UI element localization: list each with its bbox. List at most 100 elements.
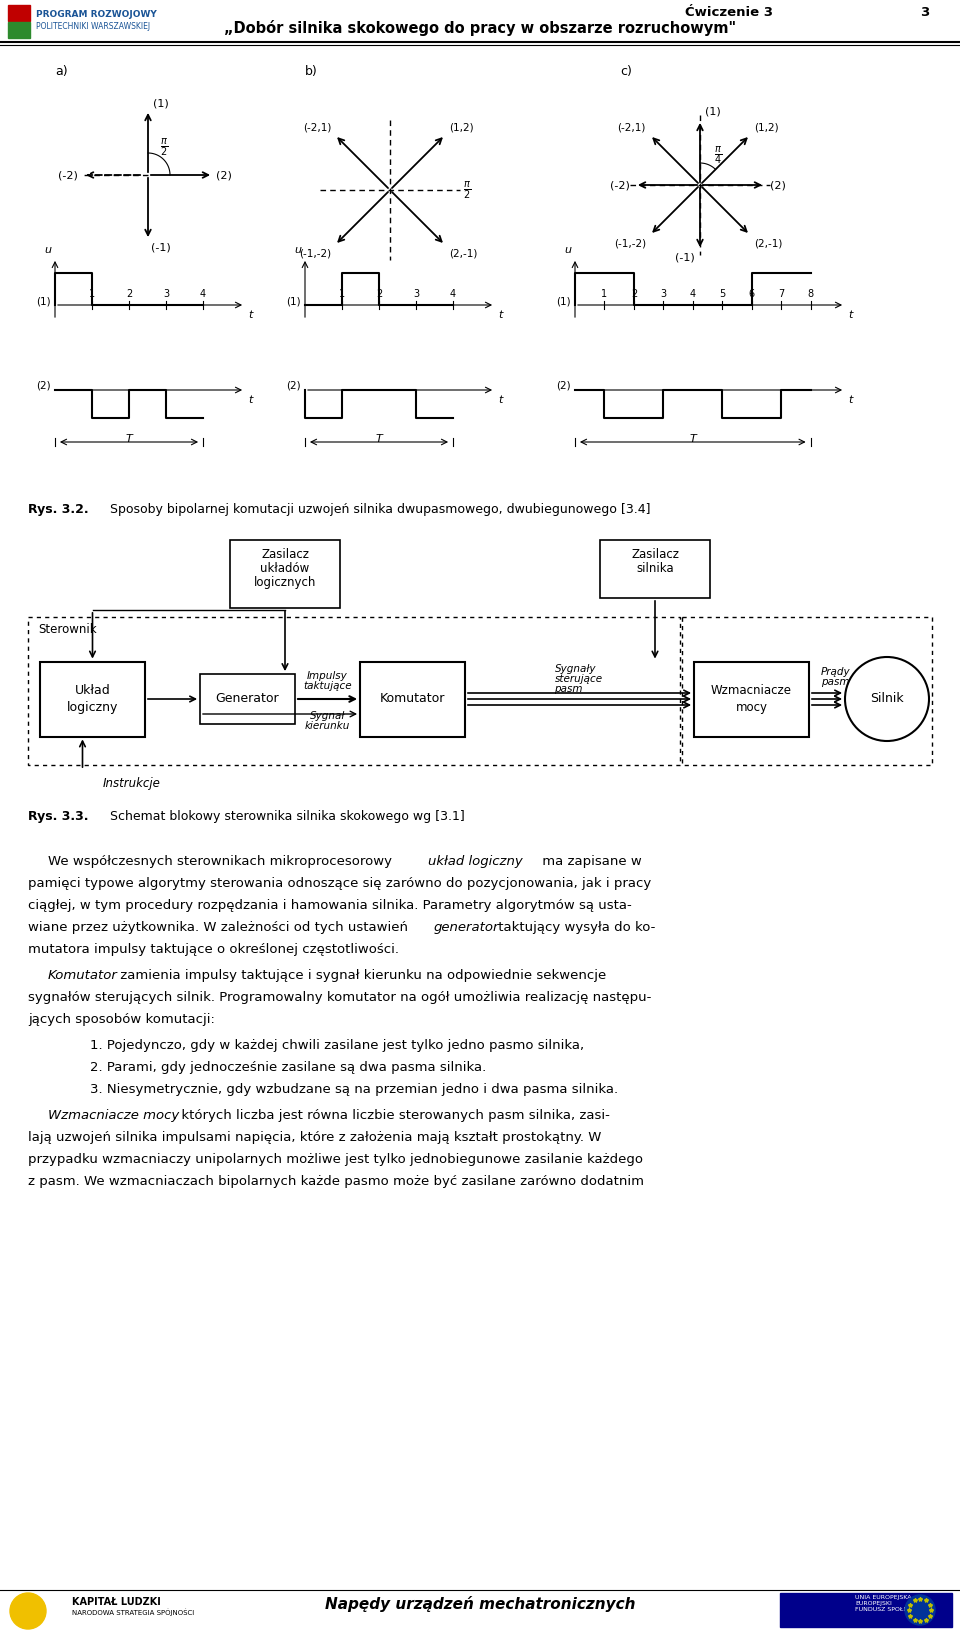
Text: 6: 6	[749, 289, 755, 298]
Text: t: t	[498, 394, 502, 404]
Text: taktujący wysyła do ko-: taktujący wysyła do ko-	[494, 921, 656, 934]
Text: $\frac{\pi}{2}$: $\frac{\pi}{2}$	[463, 179, 471, 200]
Text: (-1,-2): (-1,-2)	[299, 248, 331, 258]
Bar	[200, 673, 295, 724]
Text: Instrukcje: Instrukcje	[103, 778, 160, 791]
Text: Ćwiczenie 3: Ćwiczenie 3	[685, 7, 773, 20]
Text: PROGRAM ROZWOJOWY: PROGRAM ROZWOJOWY	[36, 10, 156, 20]
Text: u: u	[294, 244, 301, 254]
Bar	[230, 540, 340, 608]
Text: (-2): (-2)	[611, 181, 630, 191]
Text: kierunku: kierunku	[305, 720, 350, 730]
Text: 3: 3	[413, 289, 420, 298]
Bar	[360, 662, 465, 737]
Text: Zasilacz: Zasilacz	[631, 548, 679, 561]
Circle shape	[845, 657, 929, 742]
Text: (2): (2)	[770, 181, 786, 191]
Text: Sygnały: Sygnały	[555, 663, 596, 673]
Text: Prądy: Prądy	[821, 667, 851, 676]
Text: (2): (2)	[36, 381, 51, 391]
Text: T: T	[126, 434, 132, 443]
Text: t: t	[248, 394, 252, 404]
Text: Sygnał: Sygnał	[310, 711, 346, 720]
Text: pasm: pasm	[821, 676, 850, 686]
Text: u: u	[44, 244, 51, 254]
Text: 5: 5	[719, 289, 726, 298]
Text: Wzmacniacze: Wzmacniacze	[711, 685, 792, 698]
Text: 3. Niesymetrycznie, gdy wzbudzane są na przemian jedno i dwa pasma silnika.: 3. Niesymetrycznie, gdy wzbudzane są na …	[90, 1082, 618, 1095]
Text: Sterownik: Sterownik	[38, 623, 97, 636]
Text: $\frac{\pi}{2}$: $\frac{\pi}{2}$	[160, 137, 168, 158]
Text: generator: generator	[434, 921, 499, 934]
Text: mutatora impulsy taktujące o określonej częstotliwości.: mutatora impulsy taktujące o określonej …	[28, 944, 399, 957]
Text: Impulsy: Impulsy	[307, 672, 348, 681]
Text: (1): (1)	[36, 297, 51, 306]
Text: Zasilacz: Zasilacz	[261, 548, 309, 561]
Text: (1): (1)	[557, 297, 571, 306]
Text: Silnik: Silnik	[870, 693, 903, 706]
Text: , których liczba jest równa liczbie sterowanych pasm silnika, zasi-: , których liczba jest równa liczbie ster…	[173, 1108, 610, 1121]
Bar	[682, 618, 932, 764]
Text: 1. Pojedynczo, gdy w każdej chwili zasilane jest tylko jedno pasmo silnika,: 1. Pojedynczo, gdy w każdej chwili zasil…	[90, 1038, 584, 1051]
Text: 2. Parami, gdy jednocześnie zasilane są dwa pasma silnika.: 2. Parami, gdy jednocześnie zasilane są …	[90, 1061, 487, 1074]
Text: przypadku wzmacniaczy unipolarnych możliwe jest tylko jednobiegunowe zasilanie k: przypadku wzmacniaczy unipolarnych możli…	[28, 1152, 643, 1165]
Text: 4: 4	[450, 289, 456, 298]
Text: układ logiczny: układ logiczny	[428, 856, 523, 869]
Text: układów: układów	[260, 562, 310, 575]
Text: Schemat blokowy sterownika silnika skokowego wg [3.1]: Schemat blokowy sterownika silnika skoko…	[110, 810, 465, 823]
Text: pasm: pasm	[555, 685, 583, 694]
Text: (1): (1)	[153, 98, 169, 108]
Text: 1: 1	[601, 289, 608, 298]
Circle shape	[10, 1593, 46, 1628]
Text: (1): (1)	[286, 297, 301, 306]
Text: (-2,1): (-2,1)	[617, 122, 646, 132]
Text: (1,2): (1,2)	[754, 122, 779, 132]
Text: (-2,1): (-2,1)	[302, 122, 331, 132]
Bar	[8, 1593, 68, 1627]
Text: jących sposobów komutacji:: jących sposobów komutacji:	[28, 1012, 215, 1025]
Text: 3: 3	[660, 289, 666, 298]
Text: t: t	[848, 394, 852, 404]
Text: 3: 3	[163, 289, 169, 298]
Text: (2,-1): (2,-1)	[449, 248, 477, 258]
Text: taktujące: taktujące	[303, 681, 351, 691]
Bar	[28, 618, 680, 764]
Text: silnika: silnika	[636, 562, 674, 575]
Text: T: T	[375, 434, 382, 443]
Text: $\frac{\pi}{4}$: $\frac{\pi}{4}$	[714, 143, 722, 166]
Text: t: t	[848, 310, 852, 319]
Text: 3: 3	[920, 7, 929, 20]
Text: t: t	[498, 310, 502, 319]
Text: We współczesnych sterownikach mikroprocesorowy: We współczesnych sterownikach mikroproce…	[48, 856, 396, 869]
Text: Układ: Układ	[75, 685, 110, 698]
Text: (-1,-2): (-1,-2)	[613, 238, 646, 248]
Text: Komutator: Komutator	[380, 693, 445, 706]
Text: 1: 1	[89, 289, 95, 298]
Text: 2: 2	[126, 289, 132, 298]
Text: b): b)	[305, 65, 318, 78]
Text: a): a)	[55, 65, 67, 78]
Text: (-1): (-1)	[675, 253, 695, 262]
Bar	[40, 662, 145, 737]
Text: zamienia impulsy taktujące i sygnał kierunku na odpowiednie sekwencje: zamienia impulsy taktujące i sygnał kier…	[116, 968, 607, 981]
Text: (2,-1): (2,-1)	[754, 238, 782, 248]
Text: c): c)	[620, 65, 632, 78]
Text: lają uzwojeń silnika impulsami napięcia, które z założenia mają kształt prostoką: lają uzwojeń silnika impulsami napięcia,…	[28, 1131, 601, 1144]
Bar	[780, 1593, 952, 1627]
Text: 4: 4	[200, 289, 206, 298]
Text: wiane przez użytkownika. W zależności od tych ustawień: wiane przez użytkownika. W zależności od…	[28, 921, 412, 934]
Text: Wzmacniacze mocy: Wzmacniacze mocy	[48, 1108, 180, 1121]
Text: Generator: Generator	[216, 693, 279, 706]
Text: pamięci typowe algorytmy sterowania odnoszące się zarówno do pozycjonowania, jak: pamięci typowe algorytmy sterowania odno…	[28, 877, 651, 890]
Bar	[8, 21, 30, 37]
Text: NARODOWA STRATEGIA SPÓJNOŚCI: NARODOWA STRATEGIA SPÓJNOŚCI	[72, 1609, 194, 1615]
Text: (-1): (-1)	[151, 241, 171, 253]
Text: „Dobór silnika skokowego do pracy w obszarze rozruchowym": „Dobór silnika skokowego do pracy w obsz…	[224, 20, 736, 36]
Bar	[600, 540, 710, 598]
Text: 1: 1	[339, 289, 345, 298]
Text: 2: 2	[631, 289, 637, 298]
Text: (2): (2)	[216, 171, 232, 181]
Text: (-2): (-2)	[59, 171, 78, 181]
Text: ma zapisane w: ma zapisane w	[538, 856, 641, 869]
Bar	[694, 662, 809, 737]
